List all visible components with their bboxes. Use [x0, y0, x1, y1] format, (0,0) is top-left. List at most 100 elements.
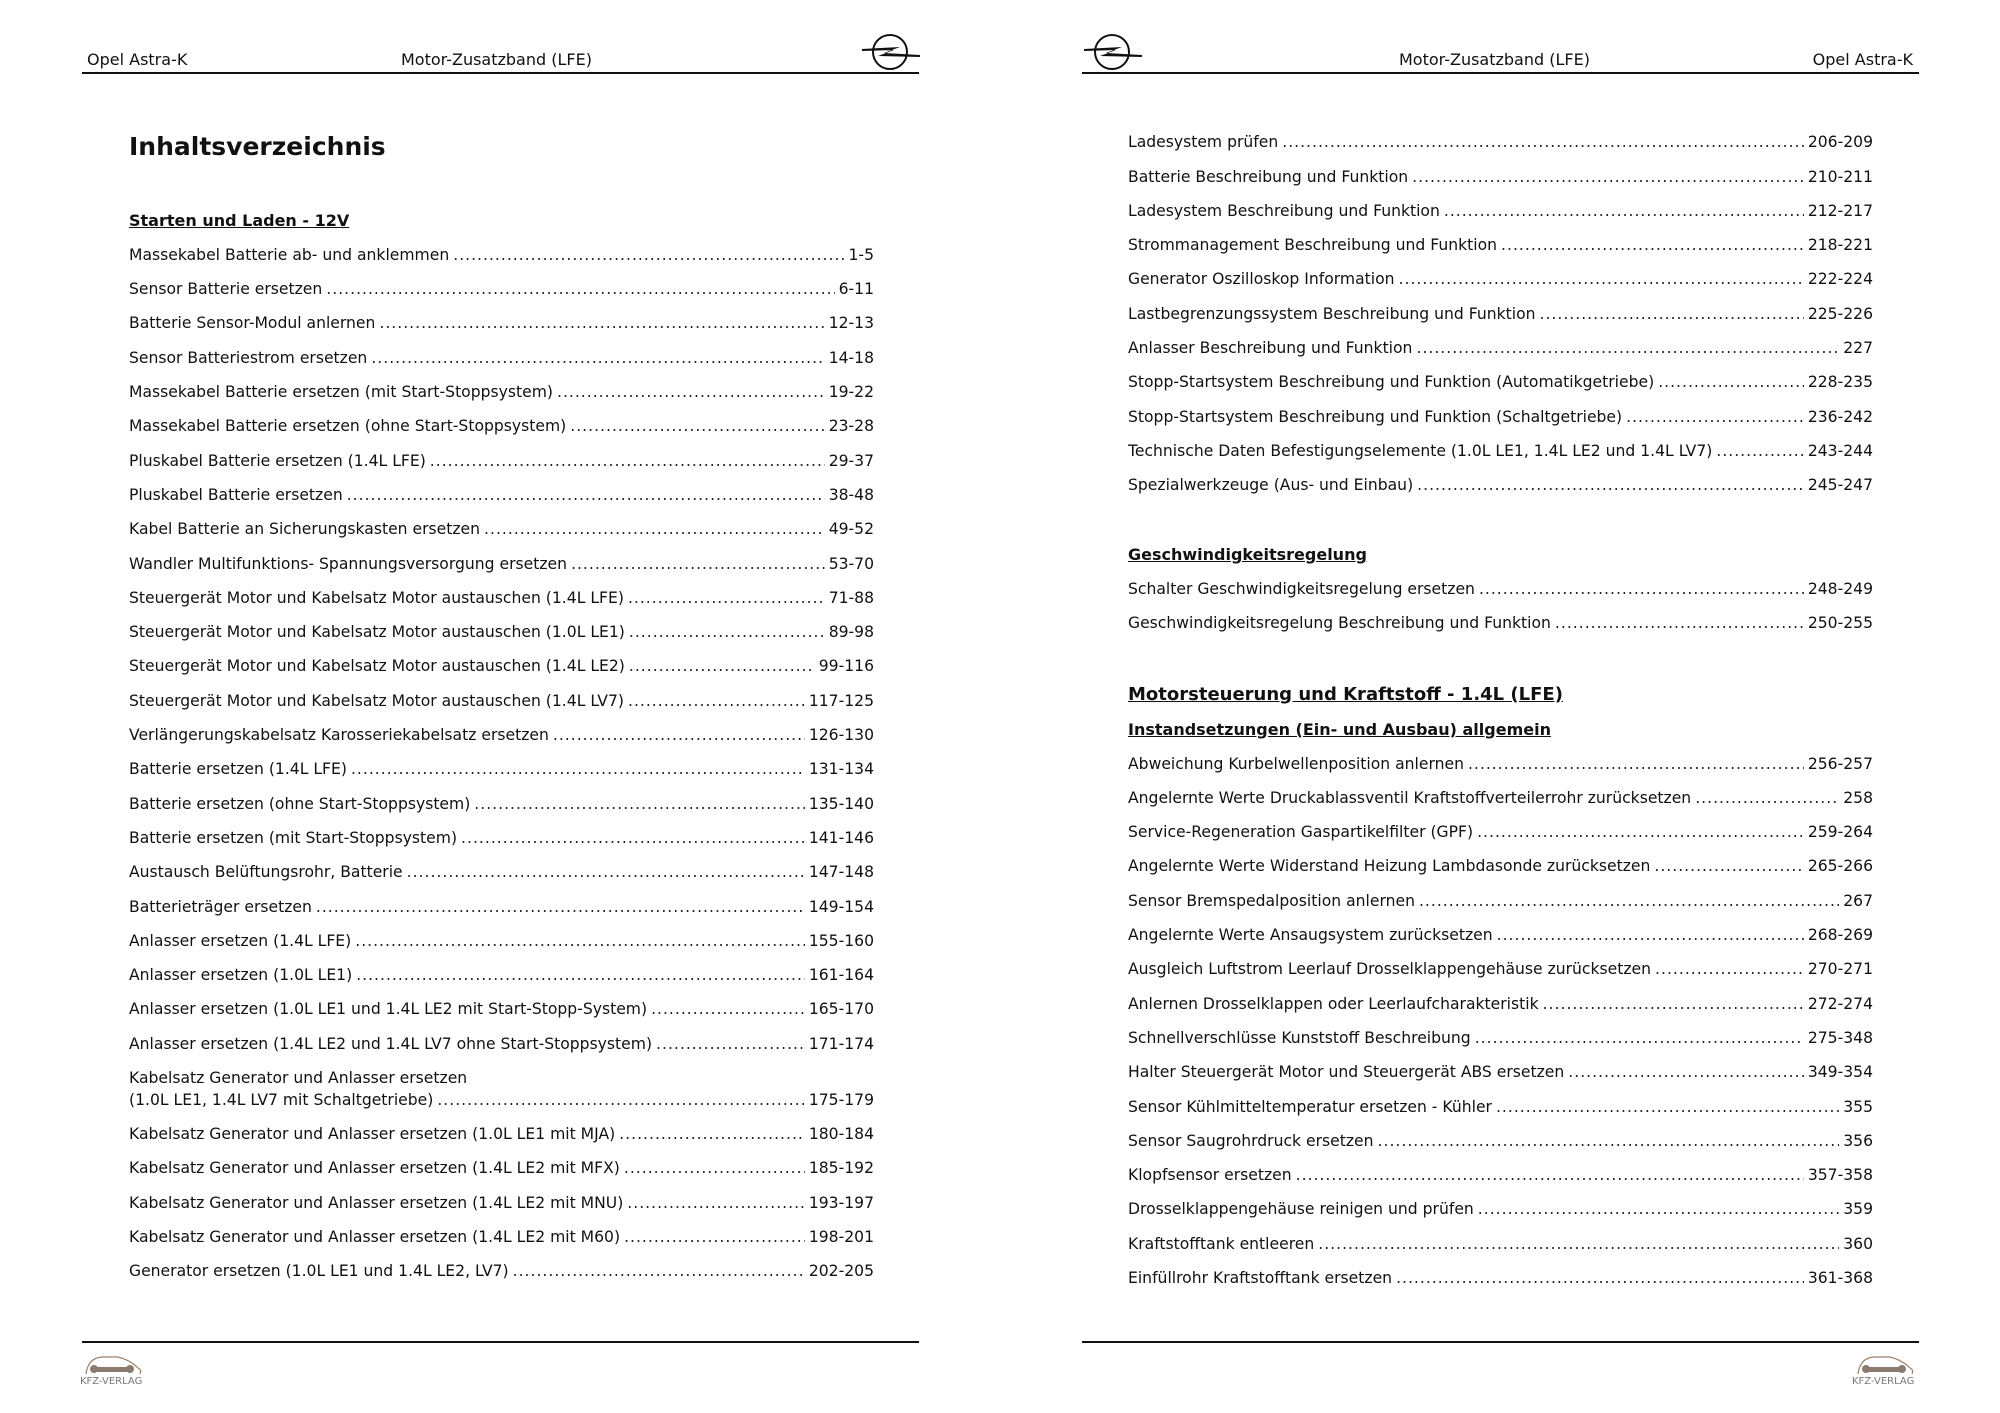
toc-entry[interactable]: Stopp-Startsystem Beschreibung und Funkt…	[1128, 366, 1873, 400]
toc-entry[interactable]: Generator ersetzen (1.0L LE1 und 1.4L LE…	[129, 1255, 874, 1289]
dot-leader: ........................................…	[1568, 1063, 1804, 1082]
entry-title: Ausgleich Luftstrom Leerlauf Drosselklap…	[1128, 960, 1652, 979]
dot-leader: ........................................…	[379, 314, 825, 333]
toc-entry[interactable]: Kabel Batterie an Sicherungskasten erset…	[129, 513, 874, 547]
entry-title-continued: (1.0L LE1, 1.4L LV7 mit Schaltgetriebe).…	[129, 1090, 874, 1112]
toc-entry[interactable]: Drosselklappengehäuse reinigen und prüfe…	[1128, 1193, 1873, 1227]
dot-leader: ........................................…	[623, 1159, 805, 1178]
entry-title: Anlasser ersetzen (1.0L LE1 und 1.4L LE2…	[129, 1000, 648, 1019]
dot-leader: ........................................…	[356, 966, 805, 985]
toc-entry[interactable]: Anlernen Drosselklappen oder Leerlaufcha…	[1128, 987, 1873, 1021]
dot-leader: ........................................…	[570, 417, 825, 436]
entry-title: Batterie Sensor-Modul anlernen	[129, 314, 376, 333]
toc-entry[interactable]: Massekabel Batterie ersetzen (mit Start-…	[129, 376, 874, 410]
entry-pages: 6-11	[838, 280, 874, 299]
toc-entry[interactable]: Geschwindigkeitsregelung Beschreibung un…	[1128, 607, 1873, 641]
toc-entry[interactable]: Lastbegrenzungssystem Beschreibung und F…	[1128, 297, 1873, 331]
toc-entry[interactable]: Kabelsatz Generator und Anlasser ersetze…	[129, 1152, 874, 1186]
toc-entry[interactable]: Batterie ersetzen (1.4L LFE)............…	[129, 753, 874, 787]
toc-entry[interactable]: Angelernte Werte Widerstand Heizung Lamb…	[1128, 850, 1873, 884]
toc-entry[interactable]: Ausgleich Luftstrom Leerlauf Drosselklap…	[1128, 953, 1873, 987]
toc-entry[interactable]: Kabelsatz Generator und Anlasser ersetze…	[129, 1062, 874, 1118]
entry-pages: 218-221	[1807, 236, 1873, 255]
toc-entry[interactable]: Anlasser Beschreibung und Funktion......…	[1128, 332, 1873, 366]
toc-entry[interactable]: Ladesystem Beschreibung und Funktion....…	[1128, 195, 1873, 229]
toc-entry[interactable]: Schnellverschlüsse Kunststoff Beschreibu…	[1128, 1022, 1873, 1056]
toc-entry[interactable]: Kraftstofftank entleeren................…	[1128, 1227, 1873, 1261]
dot-leader: ........................................…	[1398, 270, 1804, 289]
toc-entry[interactable]: Kabelsatz Generator und Anlasser ersetze…	[129, 1186, 874, 1220]
entry-pages: 356	[1843, 1131, 1873, 1150]
toc-entry[interactable]: Batterie Beschreibung und Funktion......…	[1128, 160, 1873, 194]
dot-leader: ........................................…	[1501, 236, 1804, 255]
entry-pages: 361-368	[1807, 1268, 1873, 1287]
toc-entry[interactable]: Anlasser ersetzen (1.0L LE1 und 1.4L LE2…	[129, 993, 874, 1027]
toc-entry[interactable]: Abweichung Kurbelwellenposition anlernen…	[1128, 747, 1873, 781]
entry-pages: 14-18	[828, 348, 874, 367]
entry-title: Service-Regeneration Gaspartikelfilter (…	[1128, 823, 1474, 842]
toc-entry[interactable]: Massekabel Batterie ab- und anklemmen...…	[129, 239, 874, 273]
entry-pages: 256-257	[1807, 754, 1873, 773]
toc-entry[interactable]: Angelernte Werte Druckablassventil Kraft…	[1128, 782, 1873, 816]
entry-title: Sensor Batteriestrom ersetzen	[129, 348, 368, 367]
toc-entry[interactable]: Strommanagement Beschreibung und Funktio…	[1128, 229, 1873, 263]
toc-entry[interactable]: Technische Daten Befestigungselemente (1…	[1128, 435, 1873, 469]
dot-leader: ........................................…	[1695, 788, 1840, 807]
dot-leader: ........................................…	[627, 588, 825, 607]
toc-entry[interactable]: Service-Regeneration Gaspartikelfilter (…	[1128, 816, 1873, 850]
entry-title: Batterie ersetzen (1.4L LFE)	[129, 760, 347, 779]
dot-leader: ........................................…	[1282, 133, 1804, 152]
toc-entry[interactable]: Batterie ersetzen (ohne Start-Stoppsyste…	[129, 787, 874, 821]
entry-title: Halter Steuergerät Motor und Steuergerät…	[1128, 1063, 1565, 1082]
toc-entry[interactable]: Generator Oszilloskop Information.......…	[1128, 263, 1873, 297]
toc-entry[interactable]: Anlasser ersetzen (1.4L LE2 und 1.4L LV7…	[129, 1027, 874, 1061]
entry-pages: 267	[1843, 891, 1873, 910]
header-volume: Motor-Zusatzband (LFE)	[401, 50, 592, 69]
toc-entry[interactable]: Batterie Sensor-Modul anlernen..........…	[129, 307, 874, 341]
entry-title: Spezialwerkzeuge (Aus- und Einbau)	[1128, 476, 1414, 495]
right-page: Motor-Zusatzband (LFE) Opel Astra-K Lade…	[1000, 0, 2000, 1413]
toc-entry[interactable]: Batterieträger ersetzen.................…	[129, 890, 874, 924]
toc-entry[interactable]: Steuergerät Motor und Kabelsatz Motor au…	[129, 616, 874, 650]
toc-entry[interactable]: Sensor Batterie ersetzen................…	[129, 273, 874, 307]
entry-pages: 228-235	[1807, 373, 1873, 392]
toc-entry[interactable]: Sensor Bremspedalposition anlernen......…	[1128, 884, 1873, 918]
dot-leader: ........................................…	[1418, 891, 1839, 910]
toc-list: Starten und Laden - 12V Massekabel Batte…	[129, 204, 874, 1289]
toc-entry[interactable]: Halter Steuergerät Motor und Steuergerät…	[1128, 1056, 1873, 1090]
entry-pages: 243-244	[1807, 441, 1873, 460]
entry-title: Anlasser ersetzen (1.4L LFE)	[129, 931, 352, 950]
toc-entry[interactable]: Anlasser ersetzen (1.0L LE1)............…	[129, 959, 874, 993]
toc-entry[interactable]: Stopp-Startsystem Beschreibung und Funkt…	[1128, 400, 1873, 434]
header-brand: Opel Astra-K	[87, 50, 188, 69]
toc-entry[interactable]: Spezialwerkzeuge (Aus- und Einbau)......…	[1128, 469, 1873, 503]
toc-entry[interactable]: Schalter Geschwindigkeitsregelung ersetz…	[1128, 572, 1873, 606]
toc-entry[interactable]: Austausch Belüftungsrohr, Batterie......…	[129, 856, 874, 890]
toc-entry[interactable]: Massekabel Batterie ersetzen (ohne Start…	[129, 410, 874, 444]
toc-entry[interactable]: Kabelsatz Generator und Anlasser ersetze…	[129, 1118, 874, 1152]
header-brand: Opel Astra-K	[1812, 50, 1913, 69]
toc-entry[interactable]: Steuergerät Motor und Kabelsatz Motor au…	[129, 582, 874, 616]
entry-pages: 259-264	[1807, 823, 1873, 842]
toc-entry[interactable]: Steuergerät Motor und Kabelsatz Motor au…	[129, 684, 874, 718]
dot-leader: ........................................…	[628, 657, 815, 676]
toc-entry[interactable]: Kabelsatz Generator und Anlasser ersetze…	[129, 1221, 874, 1255]
toc-entry[interactable]: Einfüllrohr Kraftstofftank ersetzen.....…	[1128, 1262, 1873, 1296]
toc-entry[interactable]: Verlängerungskabelsatz Karosseriekabelsa…	[129, 719, 874, 753]
toc-entry[interactable]: Klopfsensor ersetzen....................…	[1128, 1159, 1873, 1193]
toc-entry[interactable]: Angelernte Werte Ansaugsystem zurücksetz…	[1128, 919, 1873, 953]
toc-entry[interactable]: Steuergerät Motor und Kabelsatz Motor au…	[129, 650, 874, 684]
toc-entry[interactable]: Sensor Saugrohrdruck ersetzen...........…	[1128, 1125, 1873, 1159]
entry-title: Steuergerät Motor und Kabelsatz Motor au…	[129, 588, 624, 607]
toc-entry[interactable]: Pluskabel Batterie ersetzen (1.4L LFE)..…	[129, 444, 874, 478]
toc-entry[interactable]: Anlasser ersetzen (1.4L LFE)............…	[129, 925, 874, 959]
toc-entry[interactable]: Pluskabel Batterie ersetzen.............…	[129, 479, 874, 513]
toc-entry[interactable]: Ladesystem prüfen.......................…	[1128, 126, 1873, 160]
toc-entry[interactable]: Sensor Kühlmitteltemperatur ersetzen - K…	[1128, 1090, 1873, 1124]
toc-entry[interactable]: Sensor Batteriestrom ersetzen...........…	[129, 341, 874, 375]
entry-title: Stopp-Startsystem Beschreibung und Funkt…	[1128, 373, 1655, 392]
dot-leader: ........................................…	[628, 623, 825, 642]
toc-entry[interactable]: Batterie ersetzen (mit Start-Stoppsystem…	[129, 822, 874, 856]
entry-title: Ladesystem prüfen	[1128, 133, 1279, 152]
toc-entry[interactable]: Wandler Multifunktions- Spannungsversorg…	[129, 547, 874, 581]
